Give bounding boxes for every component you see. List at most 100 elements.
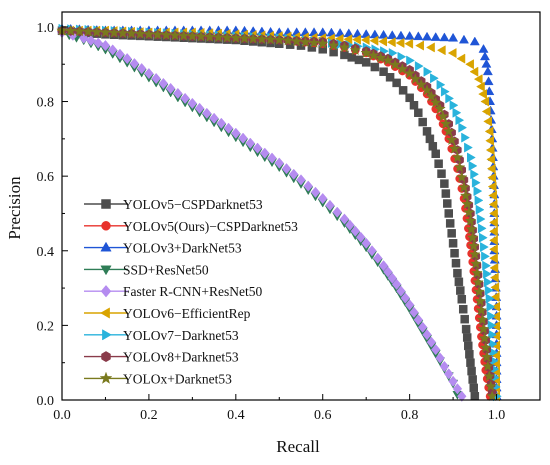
data-point <box>482 66 493 76</box>
data-point <box>425 90 438 102</box>
data-point <box>339 213 350 225</box>
data-point <box>475 304 488 316</box>
data-point <box>361 237 371 249</box>
data-point <box>383 266 393 278</box>
data-point <box>125 27 138 39</box>
data-point <box>367 49 380 61</box>
data-point <box>451 151 464 163</box>
data-point <box>472 276 484 288</box>
data-point <box>488 339 498 350</box>
data-point <box>370 62 380 72</box>
data-point <box>486 301 496 312</box>
data-point <box>316 37 329 49</box>
data-point <box>447 229 456 238</box>
data-point <box>483 370 496 382</box>
data-point <box>486 163 496 174</box>
data-point <box>115 48 125 60</box>
data-point <box>388 48 398 59</box>
data-point <box>469 36 480 46</box>
data-point <box>405 93 414 103</box>
data-point <box>460 314 469 324</box>
x-tick-label: 0.6 <box>314 408 332 423</box>
legend-marker <box>102 329 112 341</box>
legend-label: YOLOv5(Ours)−CSPDarknet53 <box>123 219 298 234</box>
data-point <box>488 199 498 210</box>
data-point <box>444 368 454 380</box>
data-point <box>379 67 388 76</box>
data-point <box>356 231 366 243</box>
data-point <box>418 117 427 127</box>
data-point <box>212 31 225 43</box>
data-point <box>180 92 190 105</box>
data-point <box>430 73 439 84</box>
data-point <box>474 195 484 206</box>
data-point <box>448 239 458 248</box>
data-point <box>458 34 469 44</box>
data-point <box>231 127 241 139</box>
data-point <box>160 28 173 41</box>
data-point <box>378 260 389 272</box>
data-point <box>352 34 361 45</box>
data-point <box>144 67 154 80</box>
data-point <box>360 46 373 59</box>
data-point <box>467 239 480 252</box>
x-axis-title: Recall <box>276 437 320 456</box>
data-point <box>463 206 475 218</box>
data-point <box>389 58 401 70</box>
legend-item: YOLOv7−Darknet53 <box>84 328 239 343</box>
legend-marker <box>101 199 111 209</box>
data-point <box>267 152 277 164</box>
data-point <box>489 226 498 237</box>
y-tick-label: 1.0 <box>37 21 55 36</box>
data-point <box>354 55 364 65</box>
legend-label: YOLOv6−EfficientRep <box>123 306 251 321</box>
data-point <box>422 127 432 136</box>
data-point <box>441 189 451 198</box>
data-point <box>471 267 483 279</box>
data-point <box>165 82 176 95</box>
data-point <box>479 51 490 61</box>
data-point <box>475 204 485 215</box>
data-point <box>247 32 260 44</box>
data-point <box>151 28 164 40</box>
data-point <box>396 63 409 75</box>
data-point <box>445 219 455 228</box>
y-tick-label: 0.4 <box>37 245 55 260</box>
data-point <box>378 36 388 47</box>
x-tick-label: 0.4 <box>227 408 245 423</box>
data-point <box>238 32 251 44</box>
legend-item: YOLOv8+Darknet53 <box>84 350 239 365</box>
data-point <box>373 252 383 264</box>
y-tick-label: 0.6 <box>37 170 55 185</box>
data-point <box>290 35 303 47</box>
data-point <box>489 253 498 264</box>
data-point <box>434 102 446 114</box>
data-point <box>425 134 435 144</box>
data-point <box>421 31 433 41</box>
data-point <box>442 125 455 137</box>
legend-item: YOLOv3+DarkNet53 <box>84 241 242 256</box>
data-point <box>465 350 474 359</box>
data-point <box>409 306 419 318</box>
plot-frame <box>61 11 541 401</box>
data-point <box>73 25 86 37</box>
data-point <box>209 112 219 124</box>
data-point <box>440 86 450 97</box>
series-3 <box>56 29 463 400</box>
legend-label: YOLOv7−Darknet53 <box>123 328 239 343</box>
data-point <box>430 344 441 356</box>
data-point <box>485 145 495 156</box>
data-point <box>409 73 422 85</box>
data-point <box>477 223 487 234</box>
data-point <box>385 73 395 82</box>
data-point <box>459 189 472 201</box>
data-point <box>453 268 462 278</box>
data-point <box>484 285 494 296</box>
data-point <box>134 27 147 39</box>
data-point <box>468 160 478 171</box>
data-point <box>169 29 181 41</box>
data-point <box>108 26 120 38</box>
data-point <box>392 78 401 88</box>
data-point <box>264 33 277 45</box>
y-tick-label: 0.0 <box>37 394 55 409</box>
